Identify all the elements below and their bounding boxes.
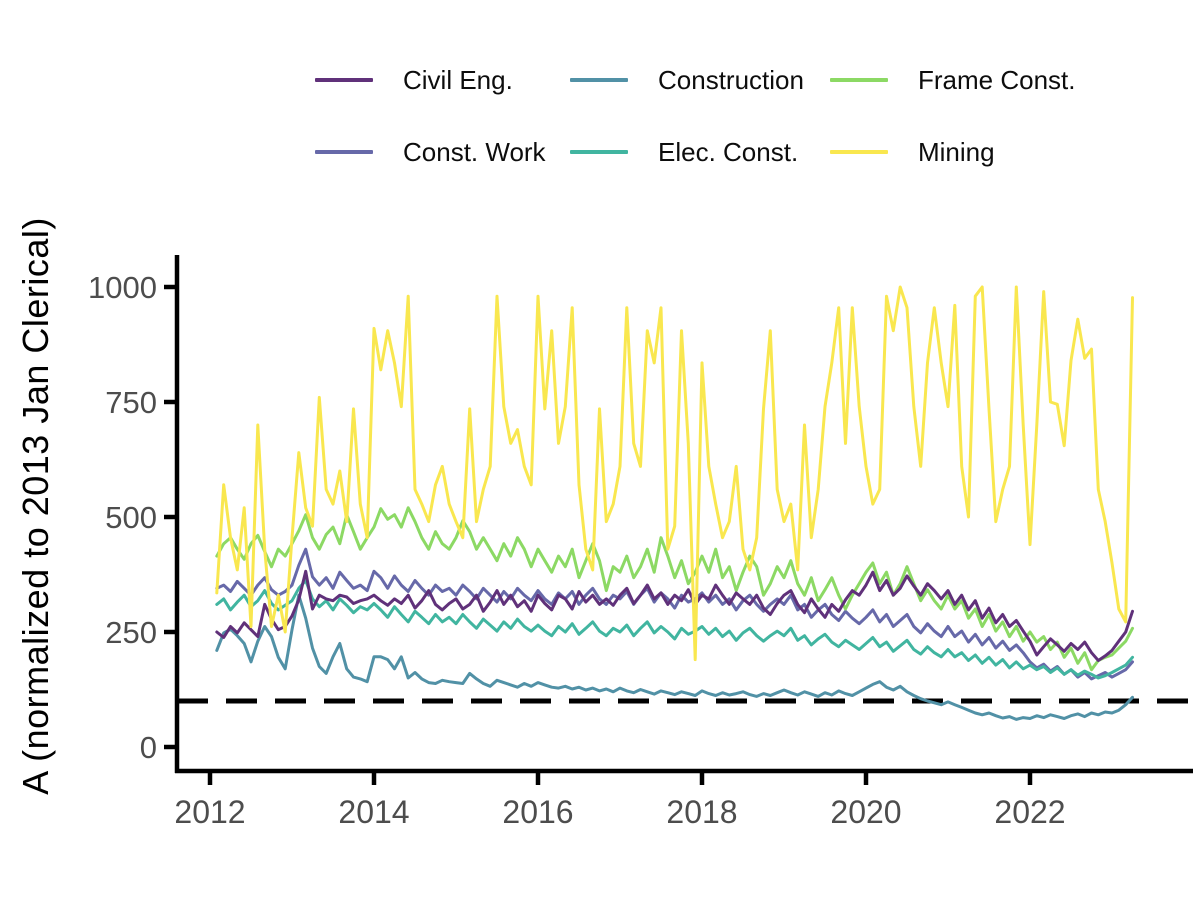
legend-item-elec-const: Elec. Const. (570, 136, 830, 168)
series-line-mining (215, 285, 1134, 662)
legend-label-const-work: Const. Work (403, 136, 546, 167)
series-line-frame-const (215, 506, 1134, 672)
series-line-elec-const (215, 579, 1134, 680)
y-tick-label: 0 (140, 730, 157, 765)
legend-label-frame-const: Frame Const. (918, 64, 1076, 95)
legend-item-mining: Mining (830, 136, 1076, 168)
series-line-civil-eng (215, 569, 1134, 662)
y-tick-label: 750 (105, 385, 157, 420)
legend-label-elec-const: Elec. Const. (658, 136, 799, 167)
legend: Civil Eng. Construction Frame Const. Con… (315, 64, 1076, 168)
legend-item-construction: Construction (570, 64, 830, 96)
x-tick-label: 2012 (174, 794, 245, 830)
y-tick-label: 250 (105, 615, 157, 650)
legend-key-line-const-work (315, 150, 373, 154)
legend-key-line-elec-const (570, 150, 628, 154)
legend-key-line-civil-eng (315, 78, 373, 82)
x-tick-label: 2018 (666, 794, 737, 830)
legend-label-mining: Mining (918, 136, 995, 167)
legend-item-const-work: Const. Work (315, 136, 570, 168)
legend-label-civil-eng: Civil Eng. (403, 64, 513, 95)
legend-key-line-frame-const (830, 78, 888, 82)
x-tick-label: 2014 (338, 794, 409, 830)
x-tick-label: 2022 (994, 794, 1065, 830)
x-tick-label: 2016 (502, 794, 573, 830)
legend-item-frame-const: Frame Const. (830, 64, 1076, 96)
legend-key-line-construction (570, 78, 628, 82)
legend-label-construction: Construction (658, 64, 804, 95)
y-tick-label: 1000 (88, 270, 157, 305)
series-line-construction (215, 593, 1134, 721)
x-tick-label: 2020 (830, 794, 901, 830)
legend-item-civil-eng: Civil Eng. (315, 64, 570, 96)
series-line-const-work (215, 547, 1134, 681)
y-tick-label: 500 (105, 500, 157, 535)
legend-key-line-mining (830, 150, 888, 154)
